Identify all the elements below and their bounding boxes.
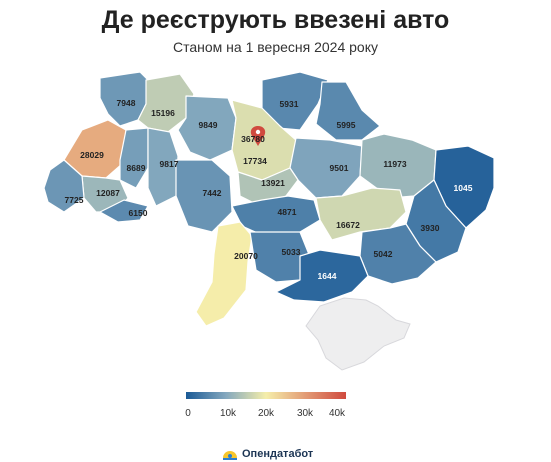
scale-tick-20k: 20k <box>257 408 275 419</box>
region-value-label: 4871 <box>278 207 297 217</box>
region-value-label: 7725 <box>65 195 84 205</box>
region-khmelnytskyi <box>147 127 179 207</box>
region-poltava <box>289 137 363 199</box>
scale-tick-0: 0 <box>185 408 191 419</box>
region-value-label: 20070 <box>234 251 258 261</box>
region-value-label: 11973 <box>383 159 406 169</box>
region-value-label: 17734 <box>243 156 267 166</box>
region-dnipropetrovsk <box>315 187 407 241</box>
region-chernivtsi <box>99 199 149 223</box>
brand-name: Опендатабот <box>242 448 314 460</box>
region-sumy <box>315 81 381 141</box>
region-value-label: 1045 <box>454 183 473 193</box>
region-value-label: 5033 <box>282 247 301 257</box>
region-value-label: 9501 <box>330 163 349 173</box>
location-pin-dot <box>255 129 261 135</box>
region-value-label: 12087 <box>96 188 120 198</box>
region-value-label: 3930 <box>421 223 440 233</box>
region-odesa <box>195 221 253 327</box>
location-pin-icon <box>250 126 266 146</box>
region-crimea <box>305 297 411 371</box>
region-value-label: 7442 <box>203 188 222 198</box>
region-value-label: 1644 <box>318 271 337 281</box>
page-subtitle: Станом на 1 вересня 2024 року <box>173 39 378 55</box>
region-value-label: 6150 <box>129 208 148 218</box>
region-value-label: 7948 <box>117 98 136 108</box>
region-value-label: 9817 <box>160 159 179 169</box>
region-value-label: 36780 <box>241 134 265 144</box>
region-vinnytsia <box>175 159 233 233</box>
color-scale-bar <box>186 392 346 399</box>
region-value-label: 5931 <box>280 99 299 109</box>
region-value-label: 16672 <box>336 220 360 230</box>
region-value-label: 8689 <box>127 163 146 173</box>
region-zakarpattia <box>43 159 85 213</box>
region-value-label: 5042 <box>374 249 393 259</box>
region-value-label: 28029 <box>80 150 104 160</box>
region-value-label: 5995 <box>337 120 356 130</box>
region-ternopil <box>119 127 149 189</box>
region-value-label: 9849 <box>199 120 218 130</box>
region-value-label: 15196 <box>151 108 175 118</box>
scale-tick-40k: 40k <box>328 408 346 419</box>
page-title: Де реєструють ввезені авто <box>101 6 450 34</box>
scale-tick-30k: 30k <box>296 408 314 419</box>
region-value-label: 13921 <box>261 178 285 188</box>
region-kherson <box>275 249 369 303</box>
scale-tick-10k: 10k <box>219 408 237 419</box>
